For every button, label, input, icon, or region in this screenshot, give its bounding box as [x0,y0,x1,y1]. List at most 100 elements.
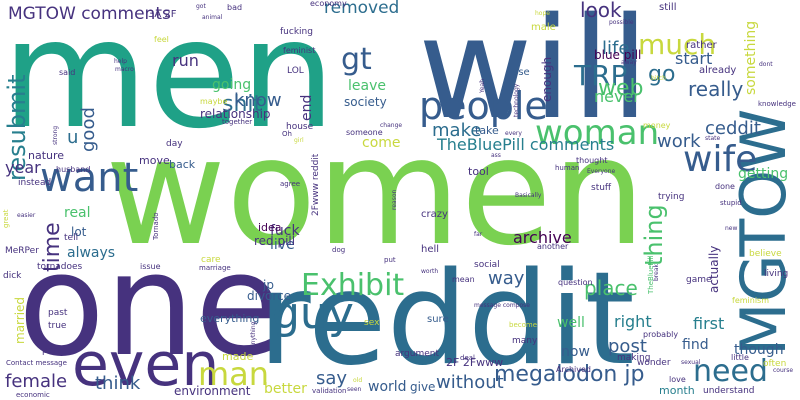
word-always: always [67,245,116,261]
word-made: made [222,350,254,363]
word-basically: Basically [515,192,542,199]
word-love: love [669,375,686,384]
word-web: web [598,76,644,101]
word-little: little [731,353,749,362]
word-anything: anything [250,321,257,349]
word-archive: archive [513,228,572,247]
word-end: end [299,94,315,122]
word-2fwww-reddit: 2Fwww reddit [311,154,321,217]
word-better: better [264,381,307,397]
word-removed: removed [324,0,400,18]
word-merper: MeRPer [5,246,39,256]
word-marriage: marriage [199,264,231,272]
word-mean: mean [452,275,475,284]
word-money: money [643,121,671,130]
word-gt: gt [341,42,372,77]
word-technology: technology [513,83,520,117]
word-still: still [659,2,677,13]
word-enough: enough [540,56,554,102]
word-macro: macro [115,66,134,73]
word-know: know [234,90,282,111]
word-reddit: reddit [258,245,635,394]
word-u: u [67,127,79,148]
word-without: without [436,372,504,393]
word-bad: bad [227,3,243,12]
word-2f-2fwww: 2F 2Fwww [446,356,504,369]
word-trp: TRP [574,59,628,92]
word-deal: deal [460,354,475,362]
word-past: past [48,308,68,318]
word-everyone: Everyone [587,168,616,175]
word-going: going [212,77,252,93]
word-crazy: crazy [421,209,448,220]
word-hell: hell [421,244,440,255]
word-every: every [505,130,522,137]
word-house: house [286,122,314,132]
word-find: find [682,337,709,353]
word-already: already [699,65,737,76]
word-game: game [686,275,712,285]
word-state: state [705,135,721,142]
word-wife: wife [683,139,758,180]
word-first: first [693,314,725,333]
word-lot: lot [71,225,87,239]
word-dick: dick [3,271,22,281]
word-seen: seen [347,386,362,393]
word-old: old [353,377,363,384]
word-etc: etc [164,283,177,292]
word-give: give [410,380,436,394]
word-thebluepill-comments: TheBluePill comments [437,135,615,154]
word-rather: rather [686,40,717,51]
word-making: making [617,353,651,363]
word-really: really [688,77,744,101]
word-feminism: feminism [732,296,770,305]
word-change: change [380,122,403,129]
word-well: well [557,315,585,331]
word-husband: husband [56,165,91,174]
word-even: even [72,330,220,400]
word-sure: sure [427,314,449,325]
word-issue: issue [140,262,161,271]
word-part: part [42,346,61,356]
word-said: said [59,68,76,77]
word-reason: reason [391,189,398,210]
word-instead: instead [18,178,52,188]
word-divorce: divorce [247,289,292,303]
word-ass: ass [491,152,501,159]
word-tool: tool [468,165,489,178]
word-understand: understand [703,386,755,396]
word-day: day [166,139,183,149]
word-possible: possible [609,19,634,26]
word-back: back [169,158,196,171]
word-away: away [621,59,637,66]
word-worth: worth [421,268,439,275]
word-stuff: stuff [591,183,612,193]
word-validation: validation [312,387,347,395]
word-environment: environment [174,384,251,398]
word-break: break [653,263,660,281]
word-never: never [594,87,640,106]
word-course: course [773,367,794,374]
word-come: come [362,135,401,151]
word-tell: tell [64,233,79,243]
word-run: run [172,51,199,70]
word-shit: shit [222,92,263,117]
word-everything: everything [200,312,260,325]
word-stupid: stupid [720,199,742,207]
word-actually: actually [707,245,721,293]
word-care: care [201,255,221,265]
word-people: people [419,84,548,128]
word-great: great [2,209,10,229]
word-life: life [602,38,630,59]
word-agree: agree [280,180,301,188]
word-put: put [384,256,396,264]
word-fucking: fucking [280,27,313,37]
word-something: something [743,21,759,96]
word-lol: LOL [287,66,304,76]
word-probably: probably [643,330,679,339]
word-getting: getting [738,166,789,182]
word-social: social [474,260,500,270]
word-real: real [64,205,91,221]
word-think: think [95,373,141,394]
